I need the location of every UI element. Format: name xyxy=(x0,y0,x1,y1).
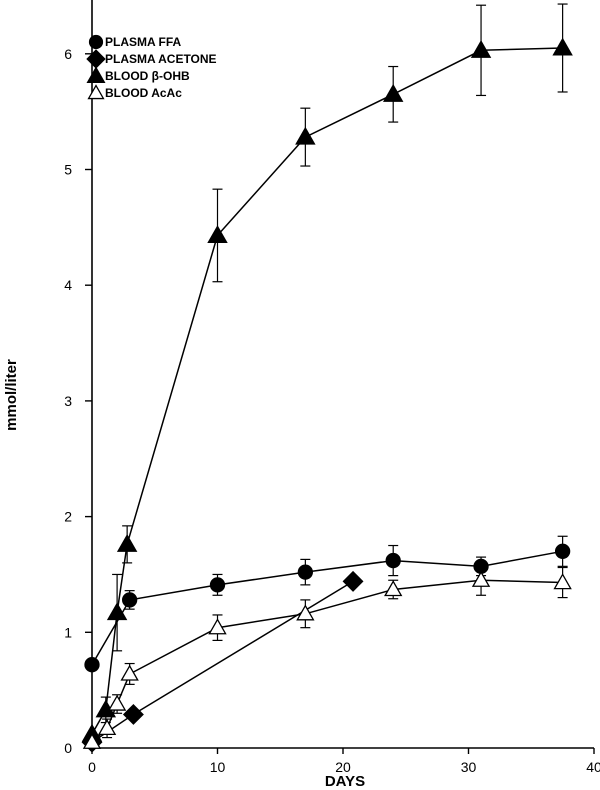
data-point-diamond xyxy=(122,703,144,725)
y-tick-label: 3 xyxy=(64,393,72,409)
data-point-open-triangle xyxy=(82,732,102,749)
x-tick-label: 30 xyxy=(461,759,477,775)
x-tick-label: 20 xyxy=(335,759,351,775)
data-point-triangle xyxy=(207,225,228,243)
legend-item: PLASMA FFA xyxy=(88,34,182,50)
y-tick-label: 0 xyxy=(64,740,72,756)
x-axis-label: DAYS xyxy=(325,773,365,790)
axes: 0 10 20 30 40 0 1 2 3 4 5 6 xyxy=(64,0,600,775)
data-point-open-triangle xyxy=(107,694,127,711)
y-tick-label: 1 xyxy=(64,624,72,640)
legend-marker xyxy=(88,34,104,50)
series-layer xyxy=(81,3,573,753)
series-4 xyxy=(82,564,572,749)
data-point-circle xyxy=(385,552,401,569)
legend-label: PLASMA FFA xyxy=(105,35,182,49)
data-point-triangle xyxy=(470,39,492,58)
x-tick-label: 10 xyxy=(210,759,226,775)
data-point-open-triangle xyxy=(208,618,227,635)
y-tick-label: 5 xyxy=(64,162,72,178)
data-point-open-triangle xyxy=(120,664,139,681)
series-line xyxy=(91,47,563,735)
legend-label: BLOOD AcAc xyxy=(105,86,182,100)
legend-label: PLASMA ACETONE xyxy=(105,52,217,66)
data-point-open-triangle xyxy=(471,570,491,587)
data-point-circle xyxy=(121,592,138,608)
series-3 xyxy=(81,3,573,742)
x-tick-label: 0 xyxy=(88,759,96,775)
data-point-open-triangle xyxy=(97,718,117,736)
data-point-circle xyxy=(209,577,226,593)
data-point-open-triangle xyxy=(384,580,403,597)
series-1 xyxy=(84,535,571,673)
series-line xyxy=(91,579,563,743)
y-tick-label: 6 xyxy=(64,46,72,62)
legend-marker xyxy=(87,84,105,100)
legend-marker xyxy=(86,49,106,69)
data-point-triangle xyxy=(295,126,316,145)
data-point-circle xyxy=(297,564,314,580)
legend-item: BLOOD β-OHB xyxy=(86,66,190,83)
data-point-circle xyxy=(554,543,571,559)
data-point-triangle xyxy=(382,83,404,102)
data-point-circle xyxy=(84,657,100,673)
data-point-triangle xyxy=(116,534,138,552)
legend-item: PLASMA ACETONE xyxy=(86,49,217,69)
data-point-triangle xyxy=(552,37,573,56)
data-point-triangle xyxy=(106,602,128,621)
data-point-diamond xyxy=(342,570,364,592)
legend-marker xyxy=(86,66,106,83)
legend-label: BLOOD β-OHB xyxy=(105,69,190,83)
y-tick-label: 2 xyxy=(64,509,72,525)
x-tick-label: 40 xyxy=(586,759,600,775)
data-point-open-triangle xyxy=(553,573,572,590)
y-axis-label: mmol/liter xyxy=(3,359,20,431)
legend-item: BLOOD AcAc xyxy=(87,84,182,100)
legend: PLASMA FFA PLASMA ACETONE BLOOD β-OHB BLOOD… xyxy=(86,34,217,100)
y-tick-label: 4 xyxy=(64,277,72,293)
data-point-open-triangle xyxy=(296,604,315,621)
